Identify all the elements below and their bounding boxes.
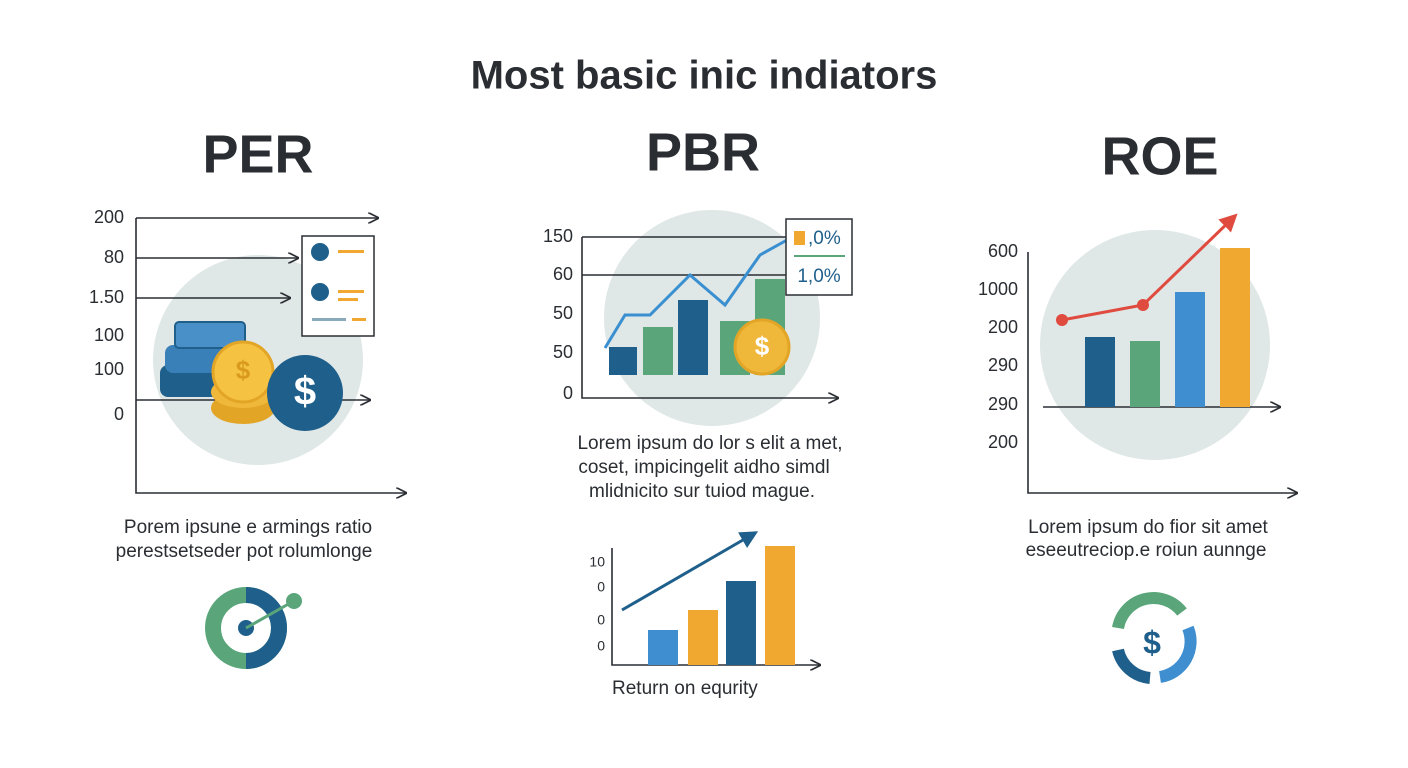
axis-label: 100 bbox=[94, 325, 124, 345]
per-panel: PER $ $ 200 80 1.50 100 100 0 Porem ipsu… bbox=[89, 124, 406, 669]
badge-swatch bbox=[794, 231, 805, 245]
trend-dot bbox=[1137, 299, 1149, 311]
trend-line bbox=[603, 238, 788, 349]
axis-label: 0 bbox=[597, 612, 605, 628]
axis-label: 290 bbox=[988, 394, 1018, 414]
caption-line: Porem ipsune e armings ratio bbox=[124, 517, 372, 538]
axis-label: 100 bbox=[94, 359, 124, 379]
bars bbox=[1085, 248, 1250, 407]
axis-label: 200 bbox=[988, 432, 1018, 452]
caption-line: perestsetseder pot rolumlonge bbox=[116, 541, 373, 562]
axis-label: 1000 bbox=[978, 279, 1018, 299]
axis-label: 0 bbox=[597, 579, 605, 595]
axis bbox=[1027, 252, 1297, 493]
panel-heading: PBR bbox=[646, 122, 760, 182]
axis-label: 200 bbox=[988, 317, 1018, 337]
axis-label: 50 bbox=[553, 303, 573, 323]
axis bbox=[135, 218, 406, 493]
svg-text:$: $ bbox=[755, 331, 770, 361]
axis-label: 80 bbox=[104, 247, 124, 267]
pbr-panel: PBR $ ,0% 1,0% 150 60 50 50 0 Lorem ipsu… bbox=[543, 122, 853, 699]
target-icon bbox=[205, 587, 302, 669]
axis-labels: 150 60 50 50 0 bbox=[543, 226, 573, 403]
axis-label: 600 bbox=[988, 241, 1018, 261]
caption-line: coset, impicingelit aidho simdl bbox=[578, 457, 829, 478]
axis-label: 200 bbox=[94, 207, 124, 227]
svg-text:$: $ bbox=[236, 355, 251, 385]
sub-caption: Return on equrity bbox=[612, 678, 758, 699]
axis-labels: 600 1000 200 290 290 200 bbox=[978, 241, 1018, 452]
axis-label: 1.50 bbox=[89, 287, 124, 307]
axis-labels: 200 80 1.50 100 100 0 bbox=[89, 207, 124, 424]
badge-text: 1,0% bbox=[797, 266, 840, 287]
axis-label: 60 bbox=[553, 264, 573, 284]
coin-icon: $ bbox=[733, 318, 791, 376]
sub-bars bbox=[648, 546, 795, 665]
badge-text: ,0% bbox=[808, 228, 841, 249]
caption-line: Lorem ipsum do fior sit amet bbox=[1028, 517, 1268, 538]
panel-heading: PER bbox=[202, 124, 313, 184]
axis-label: 0 bbox=[597, 638, 605, 654]
axis-label: 0 bbox=[114, 404, 124, 424]
caption-line: eseeutreciop.e roiun aunnge bbox=[1026, 540, 1267, 561]
axis-label: 150 bbox=[543, 226, 573, 246]
document-icon bbox=[301, 235, 375, 337]
caption-line: Lorem ipsum do lor s elit a met, bbox=[577, 433, 842, 454]
axis-label: 290 bbox=[988, 355, 1018, 375]
cycle-icon: $ bbox=[1112, 592, 1197, 684]
axis bbox=[581, 237, 838, 398]
axis-label: 50 bbox=[553, 342, 573, 362]
panel-heading: ROE bbox=[1101, 126, 1218, 186]
sub-trend bbox=[621, 531, 759, 612]
sub-axis-labels: 10 0 0 0 bbox=[589, 554, 605, 654]
caption-line: mlidnicito sur tuiod mague. bbox=[589, 481, 815, 502]
trend-dot bbox=[1056, 314, 1068, 326]
page-title: Most basic inic indiators bbox=[471, 54, 938, 98]
roe-panel: ROE 600 1000 200 290 290 200 Lorem ipsum… bbox=[978, 126, 1297, 684]
svg-text:$: $ bbox=[1143, 624, 1161, 660]
money-icon: $ $ bbox=[160, 321, 343, 431]
axis-label: 0 bbox=[563, 383, 573, 403]
axis-label: 10 bbox=[589, 554, 605, 570]
svg-text:$: $ bbox=[294, 370, 316, 414]
